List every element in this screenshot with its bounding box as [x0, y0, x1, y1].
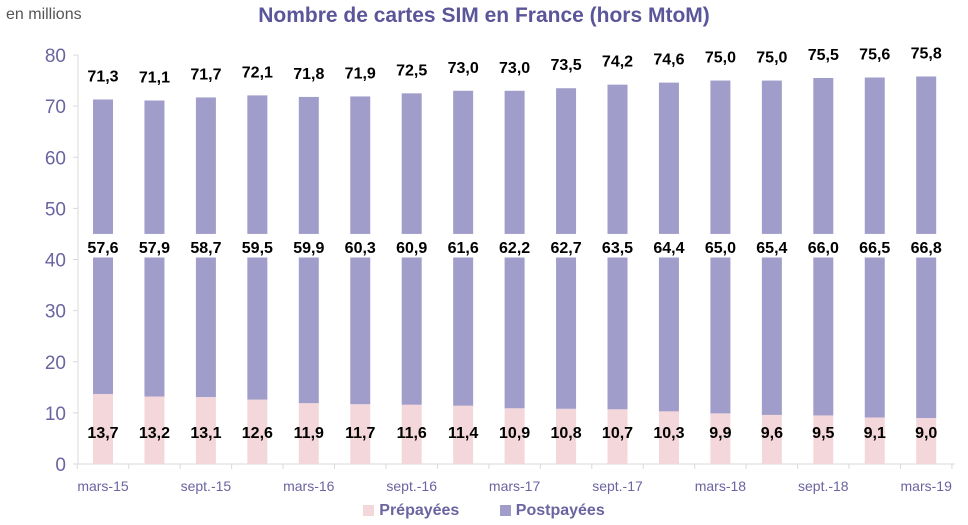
legend-item-prepayees: Prépayées	[363, 502, 459, 519]
prepayees-label: 11,4	[448, 425, 478, 442]
bar-prepayees	[710, 413, 731, 464]
bar-prepayees	[864, 417, 885, 464]
x-tick-label: mars-19	[901, 478, 953, 494]
bar-prepayees	[144, 396, 165, 464]
chart-title: Nombre de cartes SIM en France (hors Mto…	[258, 4, 710, 27]
prepayees-label: 10,3	[653, 425, 684, 442]
bar-prepayees	[504, 408, 525, 464]
prepayees-label: 13,7	[87, 425, 118, 442]
bar-prepayees	[607, 409, 628, 464]
total-label: 75,6	[859, 46, 890, 63]
prepayees-label: 10,8	[550, 425, 581, 442]
bar-prepayees	[556, 408, 577, 464]
prepayees-label: 9,5	[812, 425, 834, 442]
postpayees-label: 64,4	[653, 240, 684, 257]
total-label: 75,0	[705, 50, 736, 67]
postpayees-label: 57,9	[139, 240, 170, 257]
prepayees-label: 13,2	[139, 425, 170, 442]
y-tick-label: 60	[45, 148, 66, 169]
postpayees-label: 59,9	[293, 240, 324, 257]
bar-prepayees	[247, 399, 268, 464]
postpayees-label: 61,6	[448, 240, 479, 257]
y-tick-label: 50	[45, 199, 66, 220]
y-tick-label: 20	[45, 353, 66, 374]
postpayees-label: 65,0	[705, 240, 736, 257]
x-tick-label: sept.-15	[181, 478, 232, 494]
total-label: 75,8	[911, 45, 942, 62]
bar-prepayees	[350, 404, 371, 464]
total-label: 75,0	[756, 50, 787, 67]
unit-label: en millions	[6, 6, 82, 23]
x-tick-label: mars-18	[695, 478, 747, 494]
postpayees-label: 66,5	[859, 240, 890, 257]
postpayees-label: 62,2	[499, 240, 530, 257]
legend-swatch	[499, 505, 511, 517]
total-label: 74,6	[653, 52, 684, 69]
x-tick-label: sept.-16	[386, 478, 437, 494]
total-label: 73,0	[448, 60, 479, 77]
postpayees-label: 60,3	[345, 240, 376, 257]
prepayees-label: 10,7	[602, 425, 633, 442]
bar-prepayees	[658, 411, 679, 464]
postpayees-label: 59,5	[242, 240, 273, 257]
prepayees-label: 13,1	[190, 425, 221, 442]
total-label: 71,9	[345, 65, 376, 82]
prepayees-label: 9,1	[864, 425, 886, 442]
postpayees-label: 66,0	[808, 240, 839, 257]
total-label: 72,5	[396, 62, 427, 79]
postpayees-label: 63,5	[602, 240, 633, 257]
bar-prepayees	[813, 415, 834, 464]
prepayees-label: 9,0	[915, 425, 937, 442]
y-tick-label: 70	[45, 97, 66, 118]
legend-label: Postpayées	[515, 502, 605, 519]
bar-prepayees	[298, 403, 319, 464]
bar-prepayees	[916, 417, 937, 464]
prepayees-label: 10,9	[499, 425, 530, 442]
prepayees-label: 9,6	[761, 425, 783, 442]
y-tick-label: 80	[45, 46, 66, 67]
total-label: 73,5	[550, 57, 581, 74]
prepayees-label: 11,7	[345, 425, 375, 442]
postpayees-label: 66,8	[911, 240, 942, 257]
x-tick-label: sept.-17	[592, 478, 643, 494]
total-label: 74,2	[602, 54, 633, 71]
bar-prepayees	[93, 393, 113, 464]
postpayees-label: 57,6	[87, 240, 118, 257]
postpayees-label: 58,7	[190, 240, 221, 257]
x-tick-label: mars-17	[489, 478, 541, 494]
postpayees-label: 60,9	[396, 240, 427, 257]
x-tick-label: sept.-18	[798, 478, 849, 494]
prepayees-label: 11,9	[294, 425, 324, 442]
legend-label: Prépayées	[379, 502, 460, 519]
bar-prepayees	[761, 414, 782, 464]
legend-item-postpayees: Postpayées	[499, 502, 605, 519]
y-tick-label: 10	[45, 404, 66, 425]
postpayees-label: 65,4	[756, 240, 787, 257]
axis-break	[80, 233, 960, 258]
total-label: 73,0	[499, 60, 530, 77]
total-label: 71,8	[293, 66, 324, 83]
postpayees-label: 62,7	[550, 240, 581, 257]
bar-prepayees	[195, 397, 216, 464]
total-label: 71,7	[190, 66, 221, 83]
bar-prepayees	[401, 404, 422, 464]
x-tick-label: mars-15	[77, 478, 129, 494]
prepayees-label: 11,6	[397, 425, 427, 442]
legend: Prépayées Postpayées	[0, 502, 968, 520]
total-label: 75,5	[808, 47, 839, 64]
y-tick-label: 30	[45, 302, 66, 323]
total-label: 72,1	[242, 64, 273, 81]
prepayees-label: 9,9	[709, 425, 731, 442]
total-label: 71,3	[87, 68, 118, 85]
y-tick-label: 40	[45, 251, 66, 272]
bar-prepayees	[453, 405, 474, 464]
legend-swatch	[363, 505, 375, 517]
prepayees-label: 12,6	[242, 425, 273, 442]
y-tick-label: 0	[55, 455, 66, 476]
chart-plot: 0 10 20 30 40 50 60 70 80 mars-15 sept.-15 mars-16 s…	[44, 45, 960, 494]
x-tick-label: mars-16	[283, 478, 335, 494]
total-label: 71,1	[139, 70, 170, 87]
